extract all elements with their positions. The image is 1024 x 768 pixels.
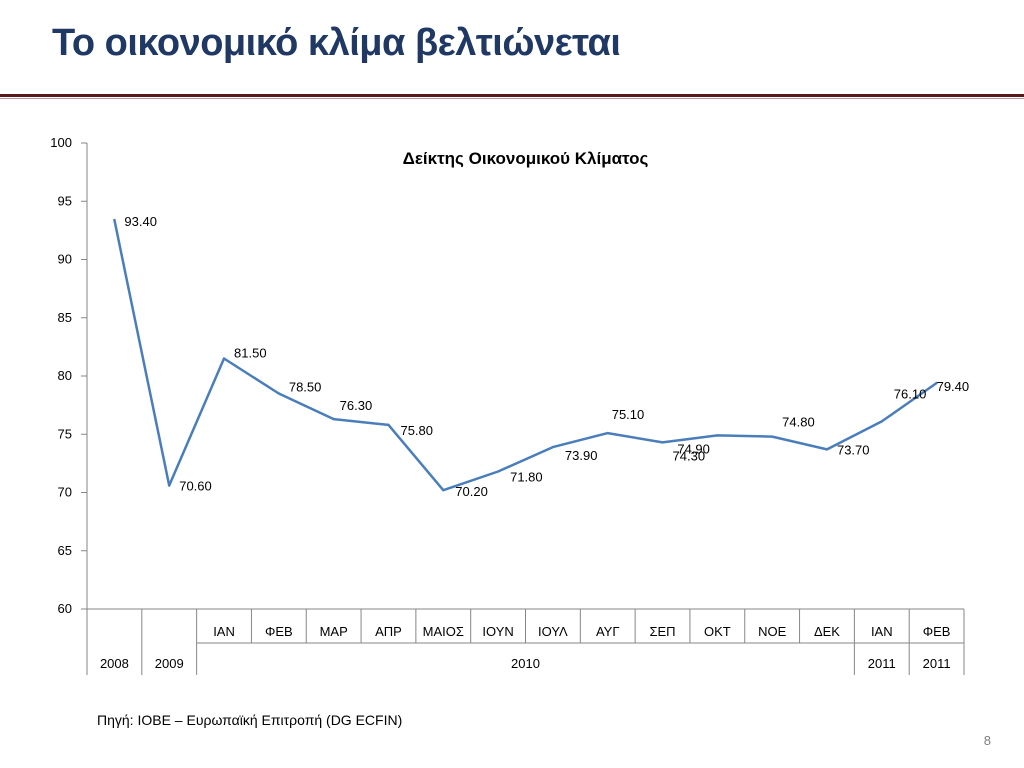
data-point bbox=[496, 470, 500, 473]
x-tick-label: ΟΚΤ bbox=[704, 624, 731, 639]
data-label: 78.50 bbox=[289, 379, 322, 394]
x-tick-label: ΙΑΝ bbox=[871, 624, 893, 639]
x-tick-label: ΝΟΕ bbox=[758, 624, 787, 639]
data-label: 71.80 bbox=[510, 470, 543, 485]
x-tick-label: ΙΑΝ bbox=[213, 624, 235, 639]
x-tick-label: ΦΕΒ bbox=[265, 624, 293, 639]
title-divider-thin bbox=[0, 98, 1024, 99]
x-tick-label: ΦΕΒ bbox=[923, 624, 951, 639]
y-tick-label: 65 bbox=[58, 543, 72, 558]
data-label: 93.40 bbox=[124, 214, 157, 229]
data-point bbox=[113, 218, 116, 222]
y-tick-label: 85 bbox=[58, 310, 72, 325]
x-tick-label: ΣΕΠ bbox=[649, 624, 675, 639]
data-label: 73.70 bbox=[837, 442, 870, 457]
x-tick-label: ΙΟΥΛ bbox=[538, 624, 568, 639]
data-point bbox=[935, 381, 938, 385]
data-point bbox=[770, 435, 774, 438]
data-point bbox=[661, 441, 664, 444]
data-label: 79.40 bbox=[937, 379, 970, 394]
title-divider bbox=[0, 94, 1024, 97]
data-point bbox=[825, 448, 829, 451]
x-tick-label: ΔΕΚ bbox=[814, 624, 840, 639]
data-point bbox=[551, 445, 555, 449]
line-chart: 60 65 70 75 80 85 90 95 100 ΙΑΝ ΦΕΒ ΜΑΡ ΑΠΡ ΜΑΙΟΣ ΙΟΥΝ… bbox=[50, 135, 970, 675]
x-tick-label: ΑΥΓ bbox=[596, 624, 620, 639]
data-point bbox=[387, 423, 390, 427]
data-point bbox=[222, 357, 226, 360]
data-point bbox=[606, 431, 609, 435]
data-point bbox=[277, 392, 281, 395]
y-tick-label: 100 bbox=[50, 135, 72, 150]
x-year-label: 2011 bbox=[868, 656, 896, 671]
data-point bbox=[716, 434, 719, 437]
y-tick-label: 90 bbox=[58, 252, 72, 267]
x-year-label: 2010 bbox=[511, 656, 540, 671]
data-label: 74.80 bbox=[782, 415, 815, 430]
data-point bbox=[168, 484, 171, 487]
y-tick-label: 95 bbox=[58, 193, 72, 208]
y-tick-label: 80 bbox=[58, 368, 72, 383]
data-label: 76.30 bbox=[340, 398, 373, 413]
data-label: 75.10 bbox=[612, 407, 645, 422]
data-label: 75.80 bbox=[400, 423, 433, 438]
x-tick-label: ΙΟΥΝ bbox=[482, 624, 513, 639]
data-point bbox=[880, 420, 883, 423]
x-year-label: 2008 bbox=[100, 656, 129, 671]
series-line bbox=[113, 219, 938, 492]
data-label: 73.90 bbox=[565, 448, 598, 463]
data-label: 70.60 bbox=[179, 479, 212, 494]
data-label: 81.50 bbox=[234, 346, 267, 361]
data-label: 70.20 bbox=[455, 484, 488, 499]
data-point bbox=[442, 488, 445, 492]
slide-title: Το οικονομικό κλίμα βελτιώνεται bbox=[52, 22, 621, 64]
x-tick-label: ΜΑΙΟΣ bbox=[423, 624, 464, 639]
y-tick-label: 60 bbox=[58, 601, 72, 616]
page-number: 8 bbox=[983, 733, 991, 748]
chart-title: Δείκτης Οικονομικού Κλίματος bbox=[403, 149, 649, 168]
data-label: 76.10 bbox=[894, 386, 927, 401]
x-tick-label: ΑΠΡ bbox=[375, 624, 402, 639]
y-tick-label: 75 bbox=[58, 426, 72, 441]
source-note: Πηγή: ΙΟΒΕ – Ευρωπαϊκή Επιτροπή (DG ECFI… bbox=[97, 712, 403, 728]
data-label: 74.30 bbox=[673, 448, 706, 463]
y-tick-label: 70 bbox=[58, 485, 72, 500]
x-year-label: 2011 bbox=[923, 656, 951, 671]
data-point bbox=[332, 417, 335, 421]
x-tick-label: ΜΑΡ bbox=[320, 624, 348, 639]
data-label: 74.90 bbox=[677, 441, 710, 456]
x-year-label: 2009 bbox=[155, 656, 184, 671]
